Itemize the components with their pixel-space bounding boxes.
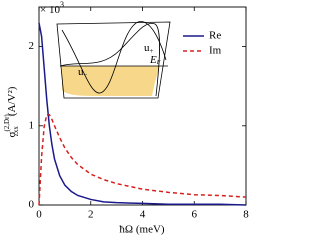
x-tick-label: 4 [140,209,146,221]
inset-label-sub: + [150,47,154,55]
y-label-sup: (2,Dr) [3,114,11,132]
inset-label-base: u [78,66,84,78]
y-axis-label: σ(2,Dr)zxx (A/V²) [3,86,20,137]
inset: u+ u− EF [56,21,171,99]
y-label-unit: (A/V²) [6,86,18,116]
inset-label: u+ [144,42,154,55]
y-tick-label: 0 [29,199,35,211]
inset-frame [56,21,171,99]
y-tick-label: 2 [29,40,35,52]
series-line [38,113,247,206]
x-tick-label: 0 [36,209,42,221]
series-line [38,22,247,206]
inset-label: u− [78,66,88,79]
inset-label-base: E [149,54,157,66]
x-tick-label: 6 [192,209,198,221]
y-label-symbol: σ [6,131,18,137]
x-axis-label: ħΩ (meV) [119,224,164,236]
inset-label: EF [149,54,161,67]
inset-label-base: u [144,42,150,54]
chart: u+ u− EF × 103 ħΩ (meV) σ(2,Dr)zxx(A/V²)… [3,0,250,236]
x-tick-label: 8 [243,209,249,221]
x-tick-label: 2 [88,209,94,221]
legend-label: Re [209,30,221,42]
multiplier: × 103 [40,0,64,16]
inset-fill [62,66,160,96]
y-label-sub: zxx [12,126,20,137]
legend-label: Im [209,45,222,57]
inset-band-lower [59,22,161,97]
y-tick-label: 1 [29,119,35,131]
multiplier-exp: 3 [60,0,64,9]
inset-label-sub: − [84,71,88,79]
inset-label-sub: F [156,60,161,66]
page: {"chart_data": { "type": "line", "multip… [2,0,250,236]
inset-band-upper [61,21,167,94]
multiplier-base: × 10 [40,4,60,16]
